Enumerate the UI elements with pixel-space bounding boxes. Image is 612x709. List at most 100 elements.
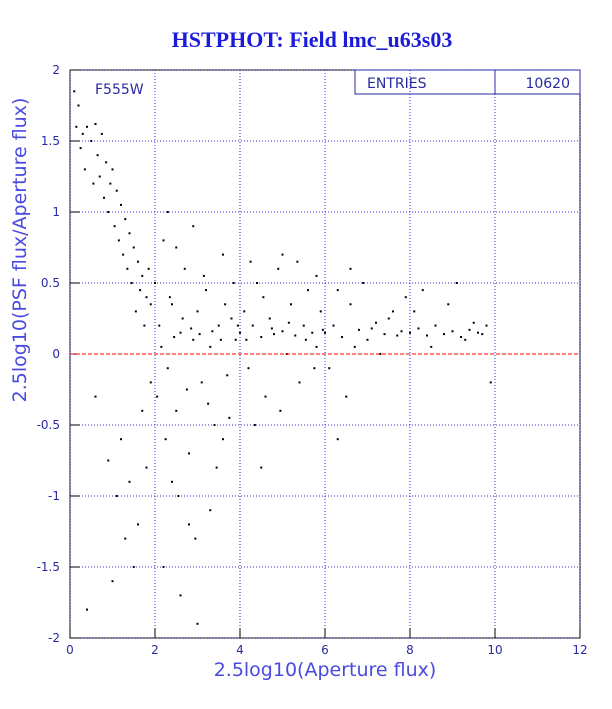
point	[173, 335, 176, 338]
point	[430, 345, 433, 348]
point	[349, 303, 352, 306]
point	[336, 289, 339, 292]
point	[447, 303, 450, 306]
point	[196, 310, 199, 313]
point	[294, 334, 297, 337]
point	[290, 303, 292, 306]
point	[215, 466, 218, 469]
point	[139, 289, 142, 292]
point	[128, 480, 131, 483]
point	[409, 331, 411, 334]
point	[313, 367, 316, 370]
point	[268, 317, 271, 320]
point	[124, 537, 127, 540]
point	[120, 438, 122, 441]
point	[122, 253, 125, 256]
point	[443, 333, 445, 336]
x-tick-label: 10	[487, 643, 502, 657]
point	[247, 367, 250, 370]
point	[77, 104, 80, 107]
point	[181, 317, 184, 320]
point	[98, 175, 101, 178]
point	[230, 317, 233, 320]
point	[256, 282, 258, 284]
point	[226, 374, 229, 377]
point	[387, 317, 390, 320]
point	[103, 196, 105, 199]
point	[296, 260, 299, 263]
point	[222, 253, 224, 256]
point	[94, 395, 97, 398]
point	[224, 303, 227, 306]
point	[426, 334, 428, 337]
point	[222, 438, 224, 441]
point	[375, 321, 377, 324]
point	[400, 330, 403, 333]
point	[83, 168, 86, 171]
point	[211, 330, 214, 333]
point	[477, 331, 479, 334]
point	[253, 424, 256, 426]
point	[260, 335, 263, 338]
point	[175, 409, 178, 412]
y-axis-title: 2.5log10(PSF flux/Aperture flux)	[9, 98, 31, 403]
point	[245, 338, 248, 341]
stats-box	[354, 69, 581, 95]
y-tick-label: 1.5	[41, 134, 60, 148]
point	[185, 388, 188, 391]
x-tick-label: 2	[151, 643, 159, 657]
point	[319, 310, 322, 313]
point	[188, 452, 190, 455]
point	[396, 334, 399, 337]
point	[177, 495, 180, 497]
point	[130, 282, 133, 284]
point	[234, 338, 237, 341]
point	[120, 203, 122, 206]
point	[205, 289, 207, 292]
point	[336, 438, 339, 441]
point	[164, 438, 167, 441]
point	[451, 330, 454, 333]
point	[145, 466, 148, 469]
point	[149, 381, 152, 384]
point	[464, 338, 467, 341]
point	[81, 132, 84, 135]
point	[166, 211, 169, 213]
point	[273, 333, 275, 336]
point	[379, 353, 382, 355]
stats-label: ENTRIES	[367, 76, 427, 92]
point	[209, 509, 212, 512]
chart-title: HSTPHOT: Field lmc_u63s03	[172, 27, 453, 52]
point	[171, 303, 173, 306]
point	[489, 381, 492, 384]
point	[143, 324, 146, 327]
y-tick-label: 2	[52, 63, 60, 77]
point	[73, 90, 76, 93]
point	[154, 282, 156, 284]
point	[236, 324, 239, 327]
point	[362, 282, 365, 284]
point	[311, 331, 314, 334]
point	[249, 260, 252, 263]
stats-value: 10620	[525, 76, 570, 92]
point	[434, 324, 437, 327]
x-tick-label: 8	[406, 643, 414, 657]
point	[228, 416, 231, 419]
point	[156, 395, 159, 398]
point	[328, 367, 331, 370]
point	[196, 622, 199, 625]
point	[468, 328, 471, 331]
point	[105, 161, 108, 164]
x-tick-label: 12	[572, 643, 587, 657]
point	[485, 324, 488, 327]
point	[243, 310, 246, 313]
point	[147, 267, 150, 270]
point	[370, 327, 373, 330]
point	[217, 324, 220, 327]
point	[202, 274, 205, 277]
point	[232, 282, 235, 284]
point	[107, 211, 110, 213]
point	[132, 246, 135, 249]
point	[128, 232, 131, 235]
point	[404, 296, 407, 299]
